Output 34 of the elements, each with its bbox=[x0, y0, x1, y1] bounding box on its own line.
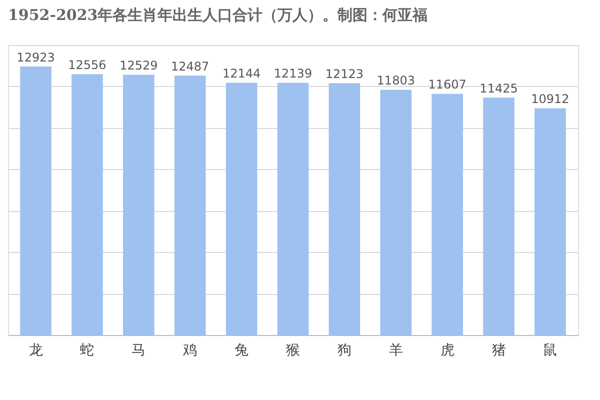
data-label: 11607 bbox=[428, 78, 466, 92]
bar bbox=[534, 108, 566, 336]
x-tick-label: 鼠 bbox=[543, 342, 558, 358]
x-tick-label: 猪 bbox=[492, 342, 506, 358]
x-tick-label: 虎 bbox=[440, 342, 454, 358]
bar bbox=[226, 82, 258, 336]
data-label: 10912 bbox=[531, 92, 570, 106]
bar bbox=[483, 98, 514, 336]
data-label: 12487 bbox=[171, 59, 210, 74]
data-label: 12556 bbox=[68, 58, 106, 72]
data-label: 12923 bbox=[16, 50, 55, 64]
bar bbox=[123, 74, 154, 336]
data-label: 11803 bbox=[376, 74, 415, 88]
x-tick-label: 龙 bbox=[28, 342, 43, 358]
x-tick-label: 狗 bbox=[337, 342, 352, 358]
x-tick-label: 鸡 bbox=[182, 342, 198, 358]
bar bbox=[432, 94, 463, 336]
data-label: 12139 bbox=[274, 66, 312, 81]
x-tick-label: 猴 bbox=[286, 342, 300, 358]
bar bbox=[380, 90, 412, 336]
x-tick-label: 马 bbox=[132, 342, 146, 358]
bar bbox=[277, 82, 309, 336]
x-tick-label: 羊 bbox=[388, 342, 403, 358]
x-tick-label: 蛇 bbox=[80, 342, 94, 358]
data-label: 12529 bbox=[120, 58, 158, 72]
x-tick-label: 兔 bbox=[234, 342, 249, 358]
bar bbox=[20, 66, 52, 336]
bar bbox=[72, 74, 103, 336]
data-label: 12144 bbox=[222, 66, 261, 80]
data-label: 12123 bbox=[325, 66, 364, 81]
data-label: 11425 bbox=[480, 81, 518, 96]
chart-title: 1952-2023年各生肖年出生人口合计（万人）。制图：何亚福 bbox=[8, 6, 428, 24]
bar bbox=[174, 76, 206, 336]
bar bbox=[328, 83, 360, 336]
